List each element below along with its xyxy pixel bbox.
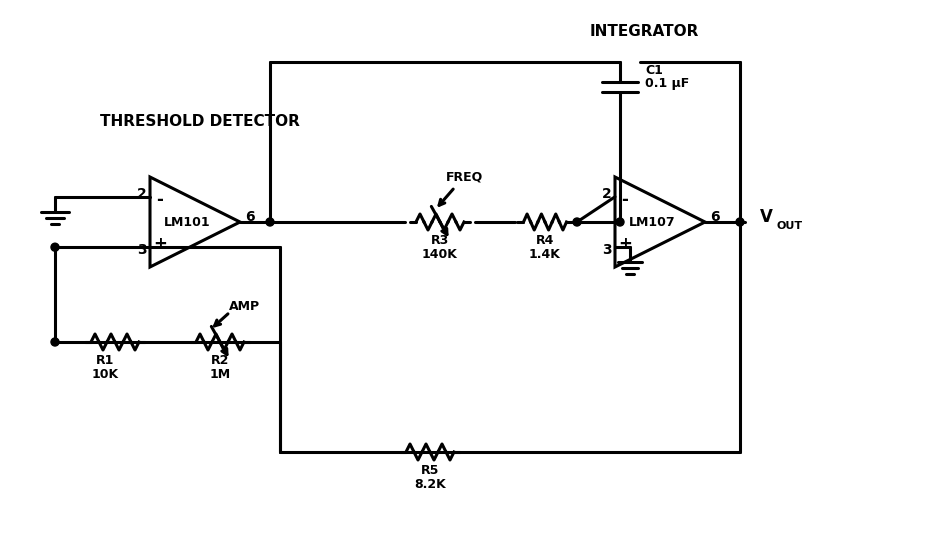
Text: THRESHOLD DETECTOR: THRESHOLD DETECTOR <box>100 114 299 130</box>
Text: 3: 3 <box>602 243 611 257</box>
Text: 0.1 μF: 0.1 μF <box>644 77 689 91</box>
Text: R5: R5 <box>420 464 438 476</box>
Text: FREQ: FREQ <box>446 171 483 183</box>
Text: 140K: 140K <box>422 247 457 261</box>
Text: C1: C1 <box>644 63 662 77</box>
Text: 3: 3 <box>137 243 146 257</box>
Text: 6: 6 <box>709 210 719 224</box>
Text: 6: 6 <box>245 210 255 224</box>
Text: +: + <box>617 235 631 253</box>
Text: LM107: LM107 <box>628 215 675 229</box>
Text: INTEGRATOR: INTEGRATOR <box>590 24 699 40</box>
Text: OUT: OUT <box>776 221 802 231</box>
Text: 1.4K: 1.4K <box>528 247 560 261</box>
Text: -: - <box>621 191 628 209</box>
Text: LM101: LM101 <box>163 215 210 229</box>
Text: 2: 2 <box>137 187 146 201</box>
Text: 2: 2 <box>602 187 611 201</box>
Text: R4: R4 <box>535 233 553 247</box>
Text: R2: R2 <box>210 353 229 367</box>
Text: R3: R3 <box>430 233 449 247</box>
Circle shape <box>616 218 623 226</box>
Text: 8.2K: 8.2K <box>413 477 445 491</box>
Text: +: + <box>153 235 167 253</box>
Circle shape <box>51 243 59 251</box>
Text: 1M: 1M <box>210 368 230 380</box>
Circle shape <box>735 218 743 226</box>
Circle shape <box>266 218 273 226</box>
Circle shape <box>51 338 59 346</box>
Circle shape <box>572 218 580 226</box>
Text: -: - <box>157 191 163 209</box>
Text: 10K: 10K <box>92 368 119 380</box>
Text: AMP: AMP <box>229 300 260 314</box>
Text: V: V <box>759 208 772 226</box>
Text: R1: R1 <box>95 353 114 367</box>
